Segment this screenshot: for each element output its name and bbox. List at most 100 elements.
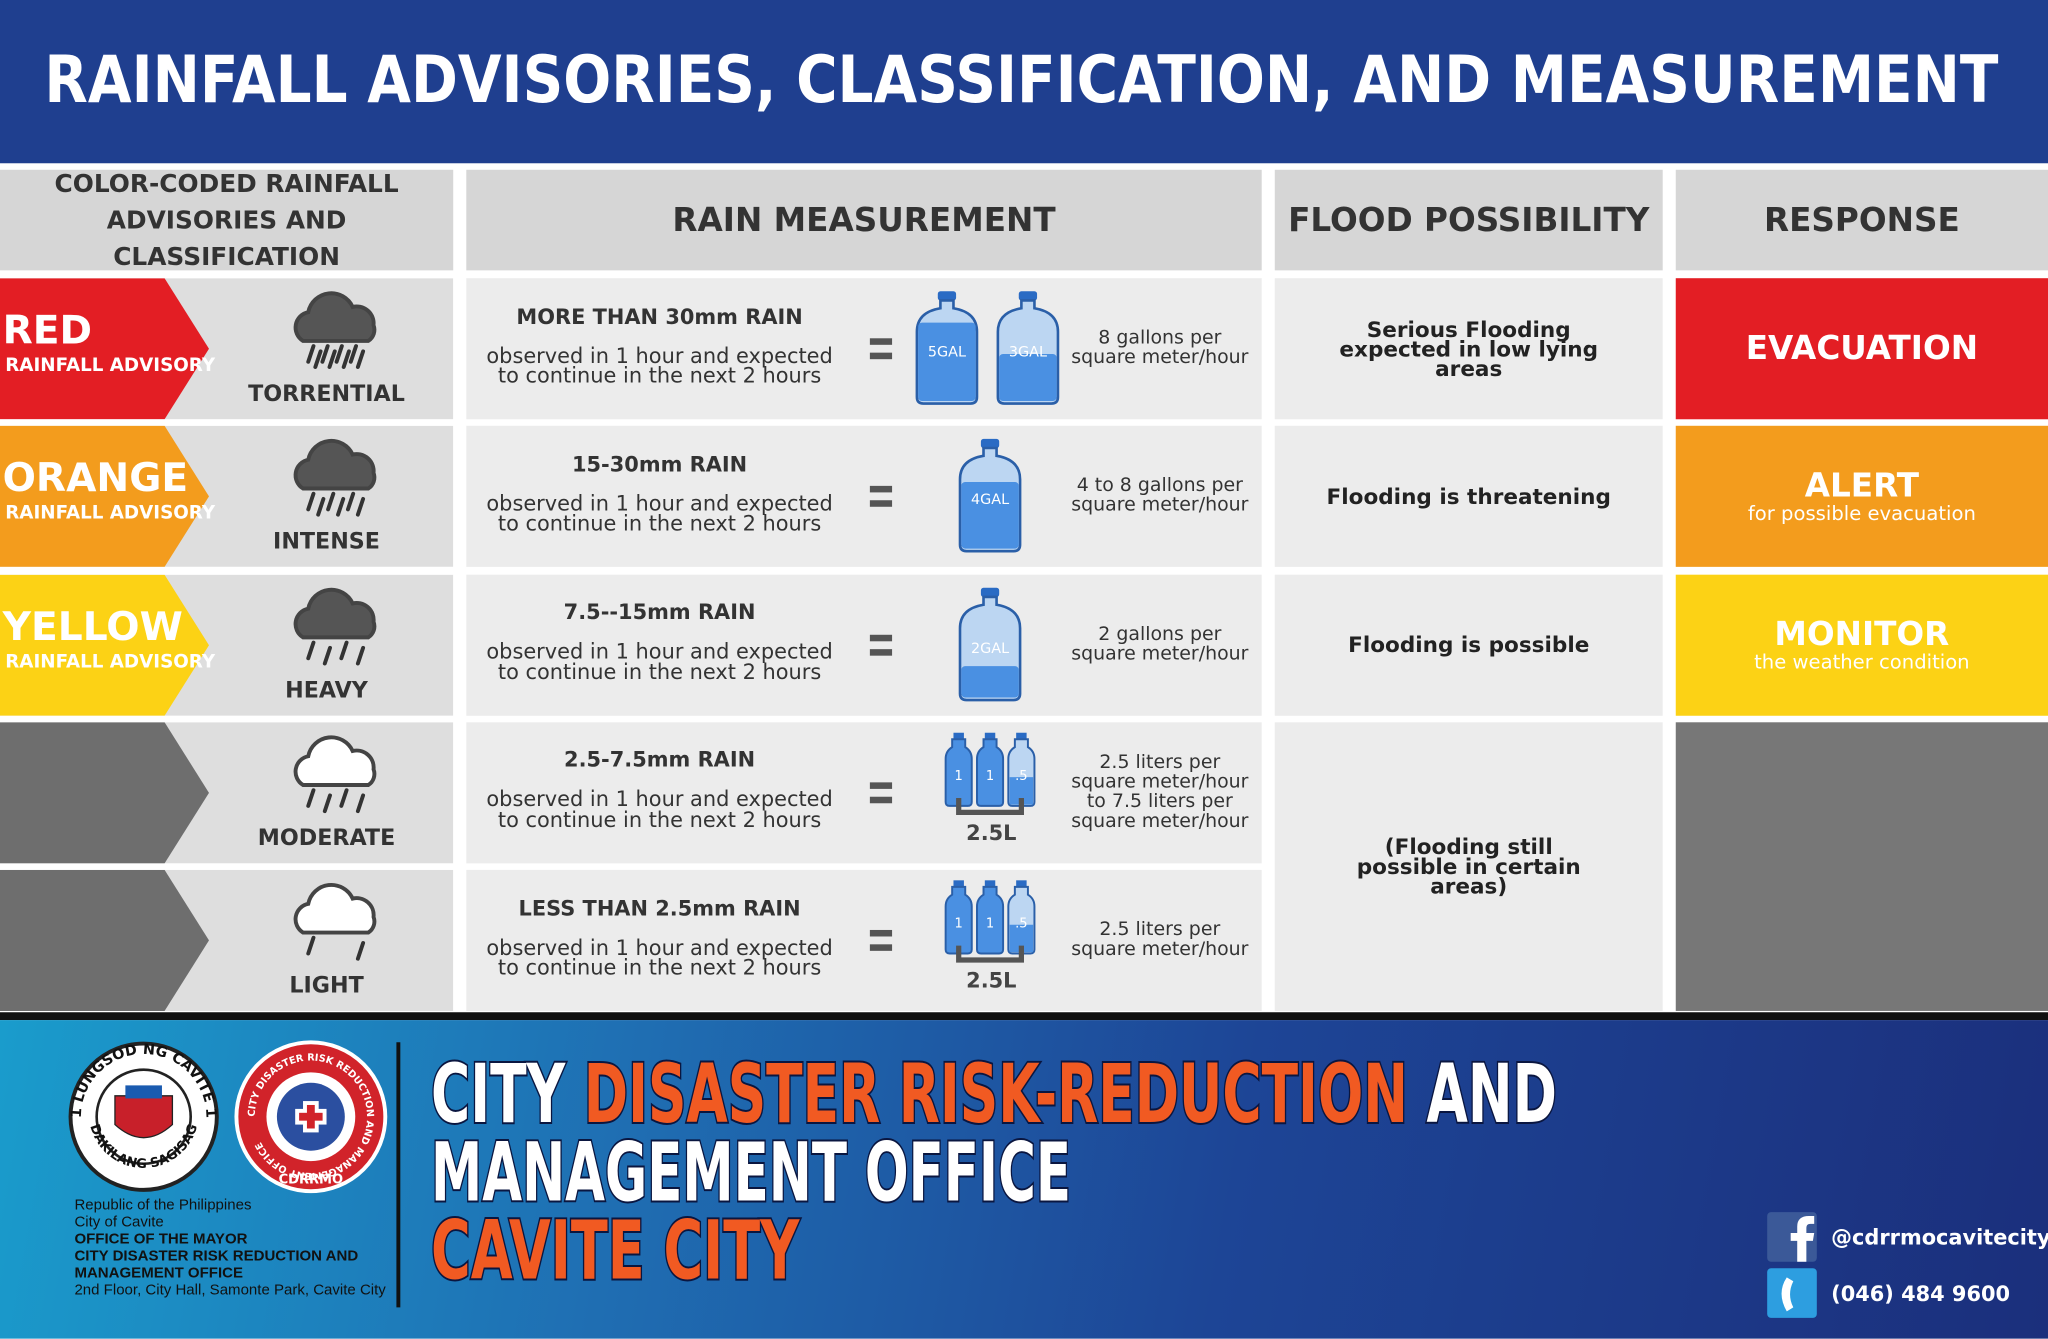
bottle-body <box>975 737 1005 807</box>
classification: HEAVY <box>285 677 368 704</box>
header-bar: RAINFALL ADVISORIES, CLASSIFICATION, AND… <box>0 0 2048 164</box>
rain-icon <box>293 735 377 813</box>
seal-shield <box>114 1095 174 1139</box>
description: observed in 1 hour and expected to conti… <box>486 490 833 536</box>
jug-label: 4GAL <box>971 492 1009 508</box>
bottle: 1 <box>975 732 1005 807</box>
rain-drop <box>339 639 349 660</box>
total: 2.5L <box>966 821 1016 845</box>
phone-number[interactable]: (046) 484 9600 <box>1831 1282 2010 1306</box>
advisory-cell <box>0 426 454 568</box>
bottle-body <box>975 885 1005 955</box>
rain-drop <box>355 793 366 813</box>
cloud <box>293 291 377 343</box>
measurement-cell <box>466 721 1262 864</box>
response-note: for possible evacuation <box>1747 501 1976 526</box>
flood: (Flooding still possible in certain area… <box>1274 721 1663 1011</box>
bottle: .5 <box>1007 732 1036 807</box>
response-cell: EVACUATION <box>1675 278 2048 420</box>
bottle-cap <box>1016 732 1027 739</box>
facebook-handle[interactable]: @cdrrmocavitecity <box>1831 1226 2048 1250</box>
equals-bar <box>869 338 893 345</box>
jug: 4GAL <box>958 439 1022 553</box>
flood: Flooding is possible <box>1274 574 1663 716</box>
office-line: CAVITE CITY <box>431 1205 800 1299</box>
office-word: AND <box>1408 1048 1557 1142</box>
seal-band <box>125 1085 162 1099</box>
jug-fill <box>961 482 1019 549</box>
total: 2.5L <box>966 968 1016 992</box>
rain-drop <box>306 787 316 808</box>
rain-icon <box>293 439 377 517</box>
rain-drop <box>322 645 332 665</box>
cloud <box>293 735 377 787</box>
rain-drop <box>339 787 349 808</box>
advisory-cell <box>0 869 454 1011</box>
measurement: 7.5--15mm RAIN <box>563 599 756 625</box>
bottle-label: 1 <box>986 916 994 931</box>
containers: 1 1 .5 2.5L <box>944 732 1036 845</box>
advisory-arrow <box>0 426 209 568</box>
bottle: .5 <box>1007 880 1036 955</box>
phone-glyph <box>1781 1277 1794 1312</box>
jug: 2GAL <box>958 587 1022 701</box>
bracket <box>956 797 1024 815</box>
equals-bar <box>869 796 893 803</box>
advisory-type: RAINFALL ADVISORY <box>5 355 216 377</box>
footer: 1571 LUNGSOD NG CAVITE 1940 DAKILANG SAG… <box>0 1008 2048 1339</box>
column-header: RAIN MEASUREMENT <box>466 169 1262 271</box>
bottle-body <box>944 737 973 807</box>
description: observed in 1 hour and expected to conti… <box>486 638 833 684</box>
equivalent: 4 to 8 gallons per square meter/hour <box>1071 475 1249 517</box>
rain-drop <box>327 349 337 369</box>
bottle-body <box>944 885 973 955</box>
jug: 3GAL <box>996 291 1060 405</box>
advisory-arrow <box>0 574 209 716</box>
measurement: 15-30mm RAIN <box>571 451 748 477</box>
equals-bar <box>869 648 893 656</box>
rain-drop <box>334 344 344 364</box>
address-line: OFFICE OF THE MAYOR <box>74 1231 248 1248</box>
containers: 1 1 .5 2.5L <box>944 880 1036 992</box>
rain-drop <box>336 497 346 517</box>
bottle: 1 <box>944 732 973 807</box>
measurement: 2.5-7.5mm RAIN <box>564 747 756 773</box>
rain-drop <box>355 349 366 369</box>
rain-drop <box>316 497 326 517</box>
bottle-label: .5 <box>1015 916 1027 931</box>
advisory-cell <box>0 721 454 864</box>
address-line: Republic of the Philippines <box>74 1197 252 1214</box>
classification: INTENSE <box>273 529 380 556</box>
jug-fill <box>961 665 1019 697</box>
description: observed in 1 hour and expected to conti… <box>486 934 833 980</box>
rain-drop <box>306 492 316 512</box>
response: MONITOR <box>1774 614 1950 653</box>
response: EVACUATION <box>1745 329 1979 368</box>
address-line: City of Cavite <box>74 1214 164 1231</box>
measurement-cell <box>466 278 1262 420</box>
facebook-glyph <box>1790 1215 1815 1262</box>
footer-svg: 1571 LUNGSOD NG CAVITE 1940 DAKILANG SAG… <box>0 1008 2048 1318</box>
rain-drop <box>355 941 366 961</box>
bottle-cap <box>984 880 996 887</box>
bottle-cap <box>984 732 996 739</box>
bottle-label: 1 <box>955 768 963 783</box>
equals-bar <box>869 500 893 508</box>
advisory-arrow <box>0 278 209 420</box>
response-note: the weather condition <box>1754 649 1970 674</box>
flood: Flooding is threatening <box>1274 426 1663 568</box>
rain-drop <box>345 492 356 512</box>
bottle: 1 <box>944 880 973 955</box>
phone-icon <box>1767 1268 1817 1318</box>
header-svg: RAINFALL ADVISORIES, CLASSIFICATION, AND… <box>44 42 1998 118</box>
rain-drop <box>355 645 366 665</box>
advisory-color: YELLOW <box>2 604 183 650</box>
office-line: MANAGEMENT OFFICE <box>431 1126 1071 1220</box>
office-line: CITY DISASTER RISK-REDUCTION AND <box>431 1048 1557 1142</box>
equals-bar <box>869 486 893 493</box>
equivalent: 8 gallons per square meter/hour <box>1071 327 1249 369</box>
advisory-color: RED <box>2 308 93 354</box>
cloud <box>293 882 377 935</box>
